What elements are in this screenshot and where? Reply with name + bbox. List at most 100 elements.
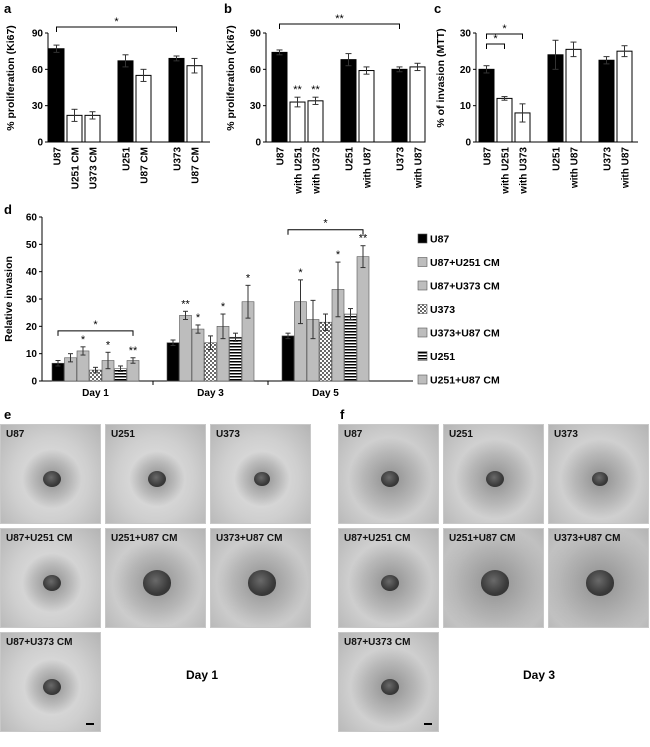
panel-f-spheroid: [380, 470, 399, 488]
panel-c-significance-bracket: [486, 43, 505, 49]
panel-e-image-tile: U87+U251 CM: [0, 528, 101, 628]
panel-b-bar: [289, 101, 306, 143]
panel-c-bar: [478, 68, 495, 143]
panel-e-tile-label: U373: [216, 429, 240, 440]
panel-e-image-tile: U373+U87 CM: [210, 528, 311, 628]
panel-a-bar: [48, 48, 65, 143]
panel-d-bar: [356, 256, 370, 382]
panel-e-tile-label: U87: [6, 429, 25, 440]
panel-f-tile-label: U373: [554, 429, 578, 440]
panel-a-bar: [117, 60, 134, 143]
panel-c-bar: [616, 50, 633, 143]
panel-d-legend-swatch: [417, 257, 428, 267]
panel-d-bar: [179, 315, 192, 382]
panel-a-bar: [186, 65, 203, 143]
panel-a-ylabel: % proliferation (Ki67): [5, 25, 17, 131]
panel-d-legend-swatch: [417, 304, 428, 314]
panel-d-legend-swatch: [417, 233, 428, 244]
panel-e-spheroid: [147, 470, 166, 488]
panel-d-annotation: *: [246, 272, 251, 284]
panel-c-ytick-label: 20: [460, 65, 472, 76]
panel-f-tile-label: U373+U87 CM: [554, 533, 621, 544]
panel-d-bar: [191, 328, 205, 382]
panel-d-annotation: *: [81, 334, 86, 346]
panel-d-category-label: Day 3: [197, 388, 224, 399]
panel-f-spheroid: [380, 574, 399, 592]
panel-d-bar: [319, 321, 332, 382]
panel-b-category-label: with U373: [312, 147, 323, 195]
panel-b-chart: b % proliferation (Ki67) 0 30 60 90 U87 with …: [224, 1, 426, 195]
panel-f-tile-label: U87: [344, 429, 363, 440]
panel-f-spheroid: [485, 470, 504, 488]
panel-f-spheroid: [480, 570, 509, 596]
panel-f-image-tile: U251: [443, 424, 544, 524]
panel-d-ytick-label: 0: [31, 377, 37, 388]
panel-e-spheroid: [142, 570, 171, 596]
panel-c-significance-bracket: [486, 33, 523, 39]
panel-f-label: f: [340, 407, 345, 422]
panel-e-spheroid: [253, 471, 270, 487]
panel-b-category-label: with U251: [294, 147, 305, 195]
panel-e-image-tile: U251: [105, 424, 206, 524]
panel-d-annotation: *: [336, 249, 341, 261]
panel-b-category-label: with U87: [363, 147, 374, 190]
panel-a-ytick-label: 30: [32, 101, 44, 112]
panel-c-significance-label: *: [493, 33, 498, 45]
panel-b-ylabel: % proliferation (Ki67): [225, 25, 237, 131]
panel-f-scale-bar: [424, 723, 432, 725]
panel-c-significance-label: *: [502, 23, 507, 35]
panel-d-bar: [281, 335, 295, 382]
panel-b-category-label: U373: [396, 147, 407, 171]
panel-c-bar: [496, 97, 513, 143]
panel-d-legend: U87 U87+U251 CM U87+U373 CM U373 U373+U87 CM…: [417, 233, 500, 387]
panel-d-annotation: *: [106, 339, 111, 351]
panel-d-legend-label: U87+U251 CM: [430, 257, 500, 269]
panel-b-annotation: **: [293, 84, 302, 96]
panel-c-ytick-label: 30: [460, 29, 472, 40]
panel-f-tile-label: U87+U251 CM: [344, 533, 411, 544]
panel-f-tile-label: U251: [449, 429, 473, 440]
panel-a-category-label: U87 CM: [191, 147, 202, 184]
panel-a-category-label: U87: [53, 147, 64, 166]
panel-d-significance-label: *: [93, 319, 98, 331]
panel-b-plot: 0 30 60 90 U87 with U251 with U373 U251 with U87…: [250, 13, 426, 195]
panel-b-ytick-label: 90: [250, 29, 262, 40]
panel-f-spheroid: [380, 678, 399, 696]
panel-d-category-label: Day 1: [82, 388, 109, 399]
panel-b-annotation: **: [311, 84, 320, 96]
panel-e-label: e: [4, 407, 12, 422]
panel-a-bar: [168, 57, 185, 143]
panel-c-category-label: U251: [552, 147, 563, 171]
panel-c-category-label: with U87: [570, 147, 581, 190]
panel-c-category-label: with U373: [519, 147, 530, 195]
panel-a-ytick-label: 0: [37, 138, 43, 149]
panel-c-ylabel: % of invasion (MTT): [435, 28, 447, 127]
panel-d-ytick-label: 10: [26, 349, 38, 360]
panel-d-legend-label: U251: [430, 351, 455, 363]
panel-b-bar: [340, 59, 357, 143]
panel-c-category-label: U373: [603, 147, 614, 171]
panel-e-tile-label: U87+U251 CM: [6, 533, 73, 544]
panel-d-ytick-label: 30: [26, 295, 38, 306]
panel-d-legend-label: U87+U373 CM: [430, 281, 500, 293]
panel-d-ytick-label: 50: [26, 240, 38, 251]
panel-e-day-label: Day 1: [186, 668, 219, 682]
panel-e-tile-label: U373+U87 CM: [216, 533, 283, 544]
panel-a-category-label: U373 CM: [89, 147, 100, 189]
panel-a-label: a: [4, 1, 12, 16]
panel-a-category-label: U87 CM: [140, 147, 151, 184]
panel-f-tile-label: U251+U87 CM: [449, 533, 516, 544]
panel-d-ytick-label: 60: [26, 213, 38, 224]
panel-b-bar: [307, 100, 324, 143]
panel-d-annotation: **: [181, 298, 190, 310]
panel-d-annotation: *: [196, 312, 201, 324]
panel-c-bar: [565, 48, 582, 143]
panel-a-significance-label: *: [114, 16, 119, 28]
panel-b-category-label: U251: [345, 147, 356, 171]
panel-f-image-tile: U251+U87 CM: [443, 528, 544, 628]
panel-f-image-tile: U373+U87 CM: [548, 528, 649, 628]
panel-c-label: c: [434, 1, 441, 16]
panel-c-category-label: U87: [483, 147, 494, 166]
